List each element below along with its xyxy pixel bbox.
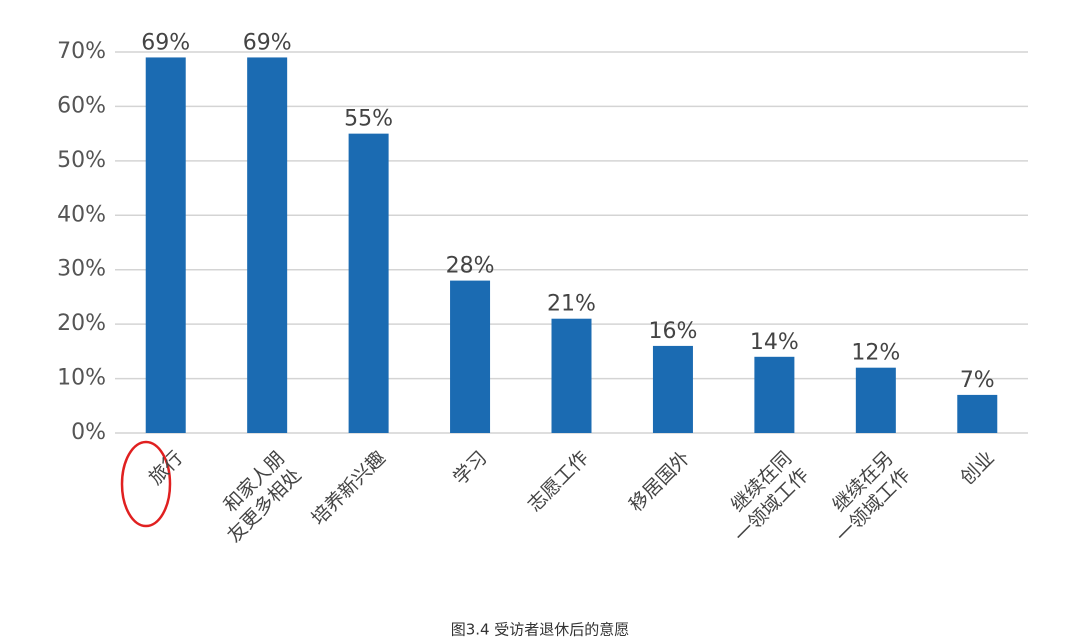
y-tick-label: 30%	[57, 257, 106, 282]
caption: 图3.4 受访者退休后的意愿	[451, 621, 630, 639]
x-tick-label: 和家人朋友更多相处	[206, 447, 306, 547]
x-tick-label: 志愿工作	[524, 447, 593, 516]
x-tick-label: 创业	[956, 447, 998, 489]
y-tick-label: 50%	[57, 148, 106, 173]
value-label: 21%	[547, 292, 596, 317]
y-tick-label: 40%	[57, 202, 106, 227]
value-label: 69%	[243, 30, 292, 55]
value-label: 7%	[960, 368, 995, 393]
bar	[551, 318, 592, 433]
value-label: 14%	[750, 330, 799, 355]
bar	[348, 133, 389, 433]
y-tick-label: 60%	[57, 93, 106, 118]
x-tick-label: 旅行	[145, 447, 187, 489]
bar	[957, 394, 998, 433]
x-tick-label: 继续在同一领域工作	[713, 447, 813, 547]
x-tick-label: 学习	[449, 447, 491, 489]
value-label: 28%	[446, 254, 495, 279]
value-label: 12%	[851, 341, 900, 366]
bar	[450, 280, 491, 433]
bar	[145, 57, 186, 433]
value-label: 69%	[141, 30, 190, 55]
y-tick-label: 10%	[57, 366, 106, 391]
y-tick-label: 20%	[57, 311, 106, 336]
bar	[855, 367, 896, 433]
y-tick-label: 70%	[57, 39, 106, 64]
x-tick-label: 培养新兴趣	[307, 447, 390, 530]
x-tick-label: 移居国外	[625, 447, 694, 516]
value-label: 16%	[648, 319, 697, 344]
bar	[754, 356, 795, 433]
y-tick-label: 0%	[71, 420, 106, 445]
value-label: 55%	[344, 107, 393, 132]
bar	[652, 345, 693, 433]
bar	[247, 57, 288, 433]
x-tick-label: 继续在另一领域工作	[815, 447, 915, 547]
highlight-circle	[120, 440, 172, 528]
